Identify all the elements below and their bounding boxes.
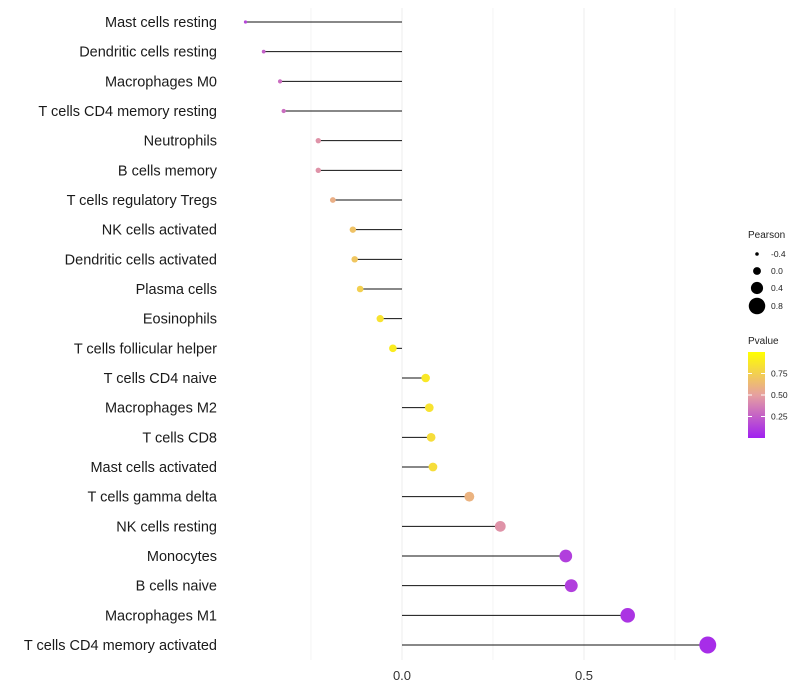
category-label: T cells regulatory Tregs [67,193,217,209]
category-label: Mast cells activated [90,460,217,476]
size-legend-title: Pearson [748,230,785,241]
x-tick-label: 0.5 [575,668,593,683]
data-point [620,608,635,623]
size-legend-dot [748,297,766,315]
color-legend-label: 0.75 [771,369,788,379]
data-point [424,403,434,413]
size-legend-dot [753,267,761,275]
data-point [426,432,436,442]
category-label: NK cells activated [102,223,217,239]
data-point [699,636,717,654]
category-label: T cells gamma delta [88,490,218,506]
size-legend-dot [750,281,764,295]
data-point [564,579,578,593]
data-point [356,285,364,293]
data-point [243,20,248,24]
category-label: Neutrophils [144,134,217,150]
x-axis-ticks: 0.0 0.5 [393,668,593,683]
category-labels: Mast cells resting Dendritic cells restin… [24,15,218,654]
color-legend-bar [748,352,765,438]
category-label: T cells CD4 memory resting [38,104,217,120]
data-point [389,344,397,353]
size-legend: Pearson -0.4 0.0 0.4 0.8 [748,230,786,315]
category-label: Mast cells resting [105,15,217,31]
data-point [428,462,438,472]
data-point [559,549,573,563]
color-legend-label: 0.25 [771,412,788,422]
category-label: Monocytes [147,549,217,565]
data-point [261,49,266,54]
size-legend-label: 0.4 [771,283,783,293]
category-label: T cells follicular helper [74,341,217,357]
size-legend-dot [755,252,759,256]
points [243,20,717,654]
data-point [315,137,321,144]
data-point [494,520,506,532]
category-label: T cells CD8 [142,430,217,446]
data-point [329,197,336,203]
data-point [376,315,384,323]
grid-lines [310,8,676,660]
size-legend-label: 0.0 [771,266,783,276]
category-label: Dendritic cells resting [79,45,217,61]
category-label: Eosinophils [143,312,217,328]
data-point [351,256,358,263]
category-label: B cells memory [118,163,218,179]
color-legend-label: 0.50 [771,390,788,400]
data-point [277,79,283,84]
color-legend: Pvalue 0.75 0.50 0.25 [748,336,788,438]
category-label: B cells naive [136,579,217,595]
category-label: T cells CD4 naive [104,371,217,387]
category-label: Dendritic cells activated [65,252,217,268]
category-label: T cells CD4 memory activated [24,638,217,654]
data-point [315,167,321,174]
category-label: Macrophages M2 [105,401,217,417]
category-label: Macrophages M0 [105,74,217,90]
category-label: NK cells resting [116,519,217,535]
data-point [349,226,357,233]
size-legend-label: 0.8 [771,301,783,311]
category-label: Plasma cells [136,282,217,298]
category-label: Macrophages M1 [105,608,217,624]
data-point [421,373,430,383]
x-tick-label: 0.0 [393,668,411,683]
color-legend-title: Pvalue [748,336,779,347]
stems [245,21,708,646]
data-point [281,108,286,114]
data-point [464,491,475,502]
size-legend-label: -0.4 [771,249,786,259]
